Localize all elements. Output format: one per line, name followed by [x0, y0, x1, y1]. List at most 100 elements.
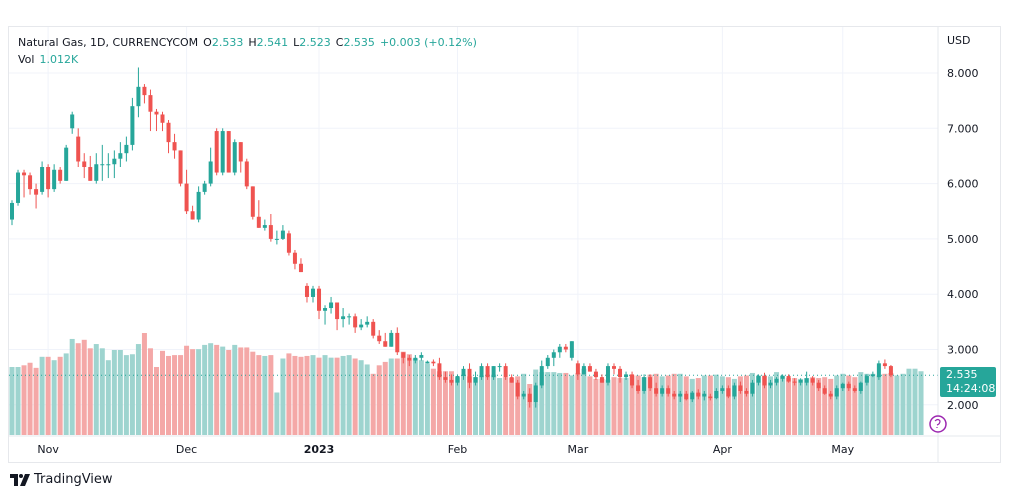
volume-bar: [400, 351, 406, 435]
candle: [515, 379, 520, 400]
volume-bar: [749, 372, 755, 435]
candle-body: [377, 335, 382, 342]
volume-bar: [172, 355, 178, 435]
candle: [786, 374, 791, 383]
candle-body: [678, 393, 683, 397]
volume-label: Vol: [18, 53, 35, 66]
volume-bar: [286, 353, 292, 435]
candle-body: [714, 390, 719, 399]
volume-bar: [461, 375, 466, 435]
candle: [359, 319, 364, 331]
volume-bar: [605, 379, 611, 435]
event-marker-icon[interactable]: [929, 415, 947, 433]
volume-bar: [792, 378, 798, 435]
candle: [64, 144, 69, 181]
last-price-tag: 2.535 14:24:08: [940, 367, 996, 397]
volume-bar: [485, 376, 491, 435]
candle: [280, 225, 285, 241]
tradingview-brand[interactable]: TradingView: [10, 472, 113, 487]
candle-body: [274, 238, 279, 240]
candle: [714, 388, 719, 400]
volume-bar: [762, 375, 767, 435]
volume-bar: [719, 376, 725, 435]
volume-bar: [160, 350, 165, 435]
candle: [726, 385, 731, 399]
volume-bar: [63, 353, 69, 435]
volume-bar: [804, 378, 810, 435]
candle-body: [545, 357, 550, 367]
candle: [599, 374, 604, 383]
volume-bar: [816, 378, 822, 435]
volume-bar: [129, 354, 135, 435]
ohlc-row: Natural Gas, 1D, CURRENCYCOM O2.533 H2.541…: [18, 34, 482, 51]
candle-body: [738, 385, 743, 391]
candle-body: [624, 374, 629, 378]
candle-body: [359, 324, 364, 328]
candle: [455, 374, 460, 386]
candle: [624, 371, 629, 380]
candle: [527, 388, 532, 408]
time-tick-label: Nov: [37, 443, 59, 456]
volume-bar: [153, 367, 159, 435]
candle-body: [34, 189, 39, 195]
candle-body: [612, 366, 616, 369]
candle-body: [142, 86, 147, 96]
volume-bars: [9, 333, 924, 435]
candle-body: [888, 366, 893, 376]
symbol-title[interactable]: Natural Gas, 1D, CURRENCYCOM: [18, 36, 199, 49]
candle-body: [160, 114, 165, 123]
candle-body: [244, 161, 249, 187]
candle-body: [311, 288, 315, 297]
volume-bar: [882, 373, 888, 435]
volume-bar: [436, 371, 442, 435]
candle: [160, 111, 165, 132]
candle-body: [365, 321, 370, 325]
candle: [34, 183, 39, 209]
candle: [124, 136, 129, 162]
candle-body: [497, 366, 502, 368]
volume-bar: [418, 360, 424, 435]
open-value: O2.533: [203, 36, 244, 49]
volume-bar: [557, 372, 563, 435]
candle-body: [124, 144, 129, 154]
candle: [660, 385, 665, 397]
candle: [720, 385, 725, 394]
candle-body: [762, 376, 767, 386]
candle-body: [630, 374, 635, 386]
candle: [569, 341, 574, 361]
volume-bar: [244, 347, 250, 435]
candle-body: [539, 366, 544, 386]
volume-bar: [370, 373, 376, 435]
candle-body: [467, 368, 472, 383]
candle-body: [395, 332, 400, 353]
volume-bar: [780, 375, 786, 435]
candle-body: [407, 357, 412, 361]
candle-body: [666, 388, 671, 394]
volume-bar: [346, 355, 352, 435]
volume-bar: [117, 350, 123, 435]
candle: [214, 128, 219, 176]
candle-body: [323, 308, 328, 311]
candle-body: [858, 382, 863, 391]
candle-body: [834, 388, 839, 397]
volume-bar: [810, 377, 816, 435]
volume-bar: [316, 357, 322, 435]
candle: [232, 139, 237, 176]
candle: [425, 360, 430, 364]
candle: [341, 308, 346, 328]
candle: [298, 258, 303, 273]
candle: [738, 381, 743, 394]
volume-bar: [894, 375, 900, 435]
candle: [178, 150, 183, 187]
candle: [696, 389, 701, 400]
volume-bar: [238, 347, 244, 435]
candle: [347, 313, 352, 325]
volume-bar: [9, 367, 15, 435]
volume-bar: [454, 377, 460, 435]
volume-bar: [232, 344, 238, 435]
volume-bar: [178, 355, 184, 435]
volume-bar: [798, 378, 804, 435]
candle-body: [587, 366, 592, 372]
candle: [497, 363, 502, 372]
